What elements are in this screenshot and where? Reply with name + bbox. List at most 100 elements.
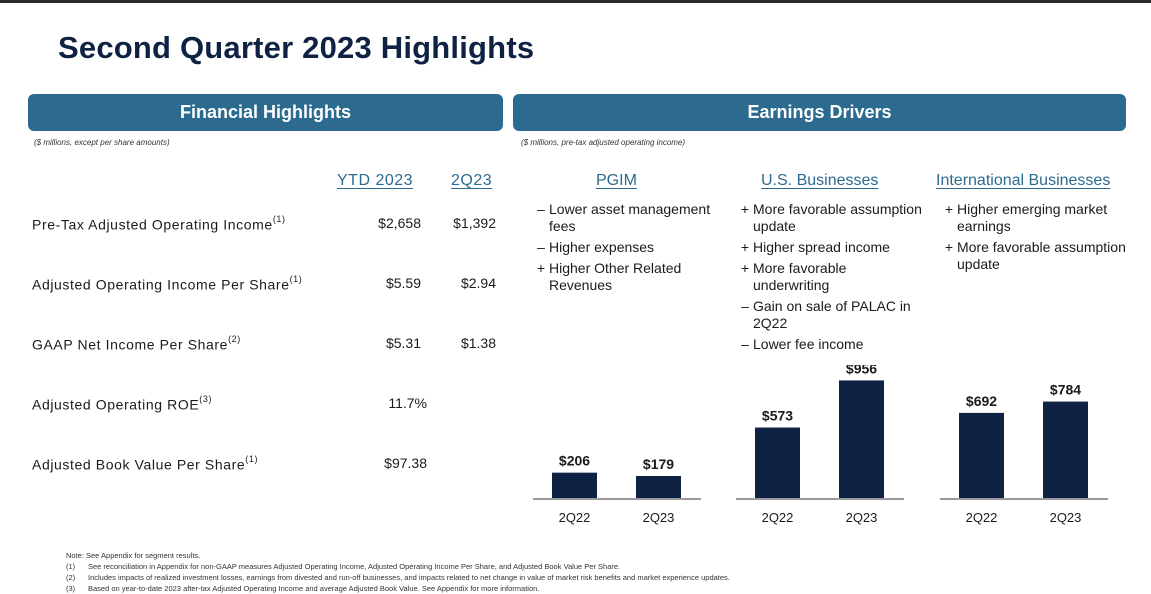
footnote-ref: (1)	[289, 274, 303, 284]
bullet-symbol: –	[741, 298, 749, 314]
driver-bullet: – Lower asset management fees	[533, 201, 719, 235]
x-tick-label: 2Q23	[1050, 510, 1082, 525]
footnote-number: (1)	[66, 562, 76, 571]
bullet-text: Lower fee income	[753, 336, 864, 352]
bar-2q22	[552, 472, 597, 498]
metric-label: GAAP Net Income Per Share(2)	[32, 334, 241, 353]
metric-label: Adjusted Book Value Per Share(1)	[32, 454, 259, 473]
x-tick-label: 2Q22	[966, 510, 998, 525]
bullet-symbol: +	[536, 260, 546, 276]
metric-label: Adjusted Operating Income Per Share(1)	[32, 274, 303, 293]
driver-bullet: – Gain on sale of PALAC in 2Q22	[737, 298, 923, 332]
x-tick-label: 2Q23	[643, 510, 675, 525]
footnote-ref: (1)	[272, 214, 286, 224]
bar-value-label: $573	[762, 408, 793, 424]
bullet-symbol: +	[944, 239, 954, 255]
bullet-text: Higher emerging market earnings	[957, 201, 1108, 234]
x-tick-label: 2Q22	[762, 510, 794, 525]
bullet-symbol: +	[740, 201, 750, 217]
segment-header-pgim: PGIM	[596, 172, 637, 189]
metric-value-ytd: $5.59	[385, 275, 421, 291]
footnote-ref: (2)	[228, 334, 241, 344]
financial-highlights-banner: Financial Highlights	[28, 94, 503, 131]
intl-bar-chart: $692 2Q22 $784 2Q23	[940, 382, 1108, 525]
metric-value-ytd: $97.38	[384, 455, 427, 471]
metric-label-text: GAAP Net Income Per Share	[32, 336, 229, 353]
metric-value-ytd: $5.31	[385, 335, 421, 351]
bullet-text: More favorable assumption update	[957, 239, 1126, 272]
metric-label: Pre-Tax Adjusted Operating Income(1)	[32, 214, 286, 233]
metric-label: Adjusted Operating ROE(3)	[32, 394, 213, 413]
bar-2q23	[636, 475, 681, 498]
pgim-drivers-list: – Lower asset management fees – Higher expe…	[533, 201, 719, 298]
bullet-symbol: +	[740, 260, 750, 276]
footnote-number: (3)	[66, 584, 76, 593]
footnote-ref: (3)	[199, 394, 213, 404]
bullet-text: Higher Other Related Revenues	[549, 260, 682, 293]
bar-2q23	[839, 380, 884, 498]
metric-value-ytd: 11.7%	[388, 395, 427, 411]
footnote-ref: (1)	[245, 454, 259, 464]
bullet-text: Lower asset management fees	[549, 201, 711, 234]
footnote-number: (2)	[66, 573, 76, 582]
bar-2q22	[755, 427, 800, 498]
footnote-row: (1) See reconciliation in Appendix for no…	[66, 561, 730, 572]
top-border	[0, 0, 1151, 3]
bullet-symbol: –	[537, 201, 545, 217]
bar-value-label: $206	[559, 453, 590, 469]
bullet-text: Gain on sale of PALAC in 2Q22	[753, 298, 911, 331]
x-tick-label: 2Q23	[846, 510, 878, 525]
metric-label-text: Pre-Tax Adjusted Operating Income	[32, 216, 273, 233]
earnings-units-note: ($ millions, pre-tax adjusted operating …	[521, 138, 686, 147]
us-bar-chart: $573 2Q22 $956 2Q23	[736, 365, 904, 525]
metric-label-text: Adjusted Operating Income Per Share	[32, 276, 290, 293]
bullet-text: Higher spread income	[753, 239, 890, 255]
bar-2q23	[1043, 401, 1088, 498]
page-title: Second Quarter 2023 Highlights	[58, 30, 535, 65]
driver-bullet: + Higher Other Related Revenues	[533, 260, 719, 294]
segment-header-us: U.S. Businesses	[761, 172, 879, 189]
pgim-bar-chart: $206 2Q22 $179 2Q23	[533, 453, 701, 525]
bar-value-label: $692	[966, 393, 997, 409]
col-header-quarter: 2Q23	[451, 172, 493, 189]
driver-bullet: – Higher expenses	[533, 239, 719, 256]
bullet-symbol: +	[740, 239, 750, 255]
earnings-drivers-banner: Earnings Drivers	[513, 94, 1126, 131]
bullet-text: More favorable underwriting	[753, 260, 847, 293]
footnote-row: (2) Includes impacts of realized investme…	[66, 572, 730, 583]
footnote-text: Includes impacts of realized investment …	[88, 573, 730, 582]
segment-header-intl: International Businesses	[936, 172, 1111, 189]
driver-bullet: – Lower fee income	[737, 336, 923, 353]
footnote-text: See reconciliation in Appendix for non-G…	[88, 562, 621, 571]
bullet-symbol: +	[944, 201, 954, 217]
metric-value-ytd: $2,658	[378, 215, 421, 231]
bullet-text: Higher expenses	[549, 239, 655, 255]
metric-value-quarter: $1,392	[453, 215, 496, 231]
footnote-text: Note: See Appendix for segment results.	[66, 551, 201, 560]
bar-value-label: $784	[1050, 382, 1081, 398]
intl-drivers-list: + Higher emerging market earnings + More fa…	[941, 201, 1127, 277]
driver-bullet: + Higher spread income	[737, 239, 923, 256]
bullet-text: More favorable assumption update	[753, 201, 922, 234]
footnote-text: Based on year-to-date 2023 after-tax Adj…	[88, 584, 540, 593]
us-drivers-list: + More favorable assumption update + Higher…	[737, 201, 923, 357]
metric-label-text: Adjusted Book Value Per Share	[32, 456, 246, 473]
driver-bullet: + More favorable assumption update	[737, 201, 923, 235]
driver-bullet: + Higher emerging market earnings	[941, 201, 1127, 235]
bar-value-label: $956	[846, 365, 877, 376]
col-header-ytd: YTD 2023	[337, 172, 414, 189]
footnote-row: (3) Based on year-to-date 2023 after-tax …	[66, 583, 730, 594]
bullet-symbol: –	[537, 239, 545, 255]
metric-value-quarter: $1.38	[460, 335, 496, 351]
driver-bullet: + More favorable assumption update	[941, 239, 1127, 273]
bar-value-label: $179	[643, 456, 674, 472]
bar-2q22	[959, 412, 1004, 498]
x-tick-label: 2Q22	[559, 510, 591, 525]
bullet-symbol: –	[741, 336, 749, 352]
driver-bullet: + More favorable underwriting	[737, 260, 923, 294]
footnotes: Note: See Appendix for segment results.(…	[66, 550, 730, 594]
metric-value-quarter: $2.94	[460, 275, 496, 291]
financial-units-note: ($ millions, except per share amounts)	[34, 138, 170, 147]
metric-label-text: Adjusted Operating ROE	[32, 396, 200, 413]
footnote-row: Note: See Appendix for segment results.	[66, 550, 730, 561]
